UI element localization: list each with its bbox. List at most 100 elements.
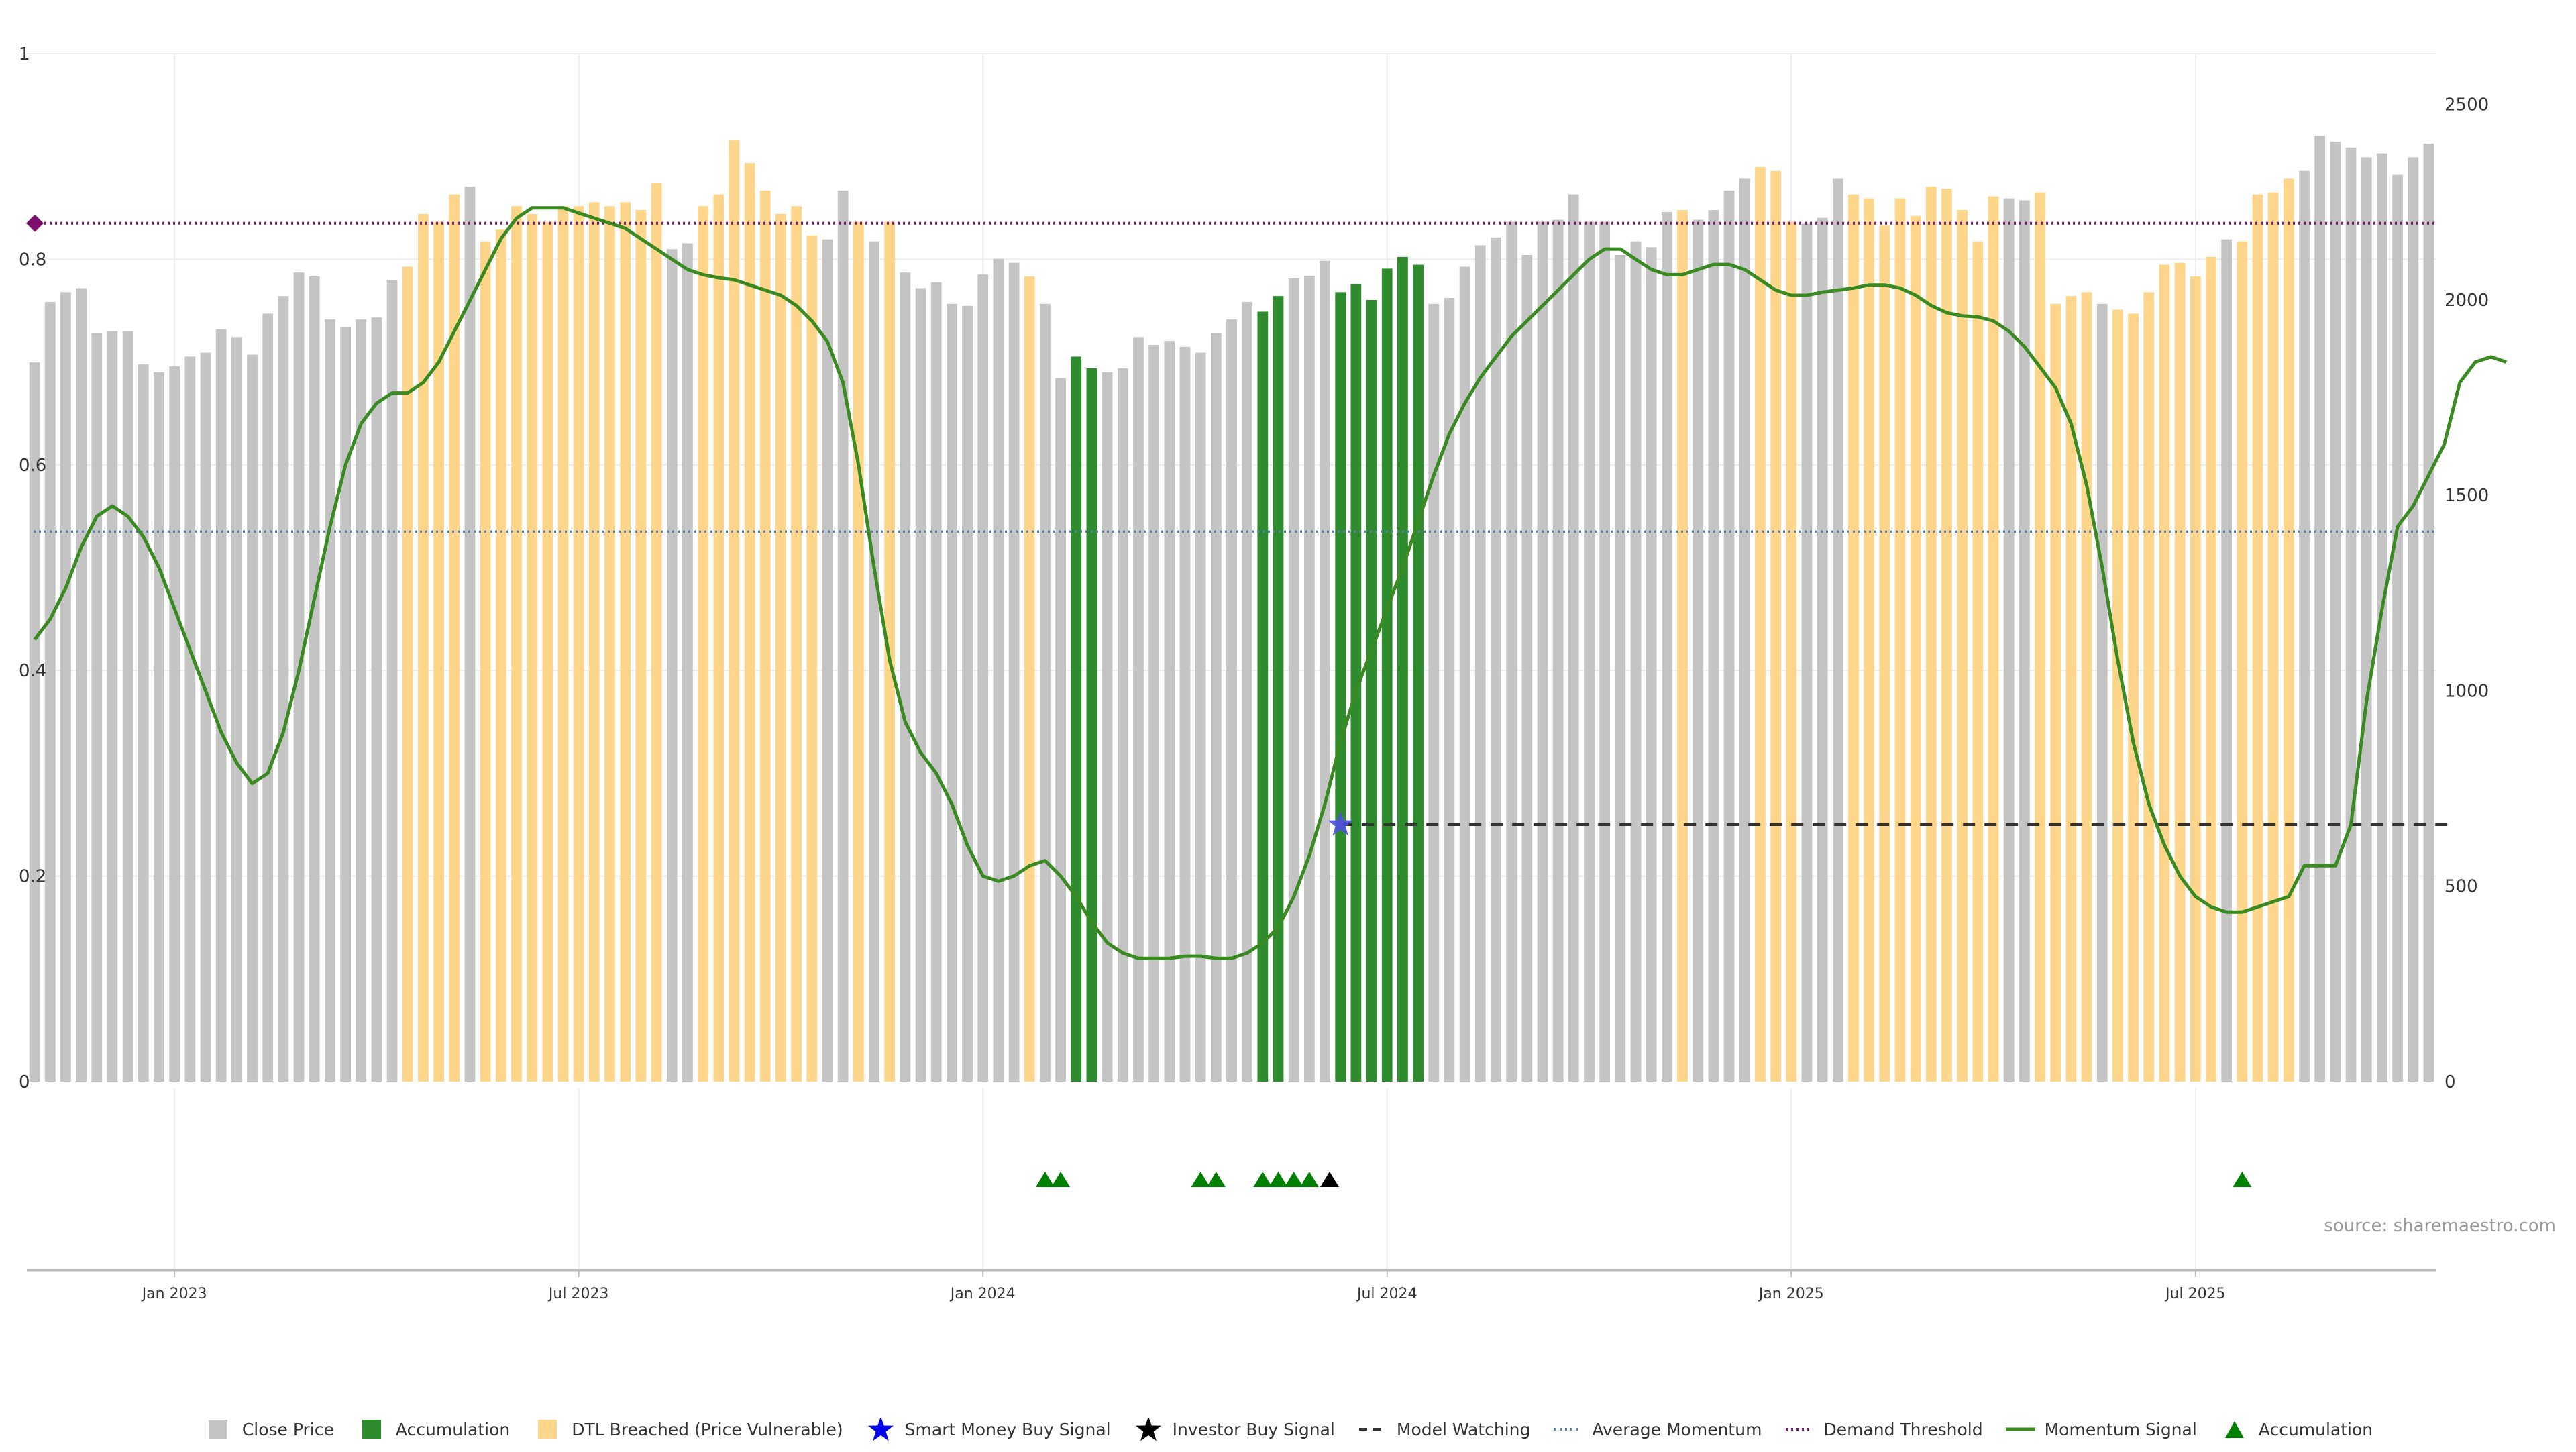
dtl-breached-bar: [1864, 198, 1875, 1082]
close-price-bar: [340, 327, 351, 1082]
close-price-bar: [1491, 237, 1501, 1082]
close-price-bar: [869, 241, 879, 1082]
dtl-breached-bar: [2190, 276, 2201, 1082]
close-price-bar: [2096, 303, 2108, 1082]
x-tick-label: Jul 2025: [2164, 1286, 2226, 1302]
accumulation-marker: [1191, 1172, 1210, 1187]
close-price-bar: [666, 249, 678, 1082]
price-bars: [29, 136, 2434, 1082]
dtl-breached-bar: [2283, 178, 2294, 1082]
dtl-breached-bar: [449, 194, 460, 1082]
accumulation-marker: [1284, 1172, 1303, 1187]
close-price-bar: [2392, 174, 2403, 1082]
dtl-breached-bar: [2112, 309, 2123, 1082]
close-price-bar: [946, 303, 957, 1082]
close-price-bar: [2221, 239, 2233, 1082]
demand-threshold-marker: [26, 214, 44, 232]
accumulation-bar: [1257, 311, 1269, 1082]
close-price-bar: [371, 317, 382, 1082]
dtl-breached-bar: [480, 241, 491, 1082]
legend-label: Momentum Signal: [2044, 1419, 2197, 1439]
dtl-breached-bar: [2159, 264, 2170, 1082]
right-tick-label: 0: [2445, 1072, 2456, 1092]
close-price-bar: [60, 292, 71, 1082]
close-price-bar: [2314, 136, 2326, 1082]
dtl-breached-bar: [2143, 292, 2155, 1082]
close-price-bar: [1179, 346, 1191, 1082]
close-price-bar: [262, 313, 274, 1082]
close-price-bar: [977, 274, 989, 1082]
signal-markers: [1035, 811, 2252, 1187]
close-price-bar: [356, 319, 367, 1082]
dtl-breached-bar: [2065, 296, 2077, 1082]
legend-label: Demand Threshold: [1823, 1419, 1983, 1439]
legend-swatch: [208, 1420, 227, 1439]
legend-symbol-triangle: [2224, 1421, 2244, 1438]
dtl-breached-bar: [1972, 241, 1984, 1082]
close-price-bar: [1708, 210, 1719, 1082]
close-price-bar: [1521, 254, 1533, 1082]
accumulation-marker: [1206, 1172, 1226, 1187]
dtl-breached-bar: [557, 206, 569, 1082]
legend-item-model-watching: Model Watching: [1358, 1418, 1530, 1441]
close-price-bar: [138, 364, 149, 1082]
close-price-bar: [2330, 142, 2341, 1082]
accumulation-bar: [1350, 284, 1362, 1082]
close-price-bar: [231, 337, 242, 1082]
dtl-breached-bar: [775, 213, 786, 1082]
close-price-bar: [91, 333, 103, 1082]
accumulation-bar: [1366, 299, 1377, 1082]
close-price-bar: [837, 190, 849, 1082]
close-price-bar: [962, 305, 973, 1082]
legend-label: DTL Breached (Price Vulnerable): [572, 1419, 843, 1439]
close-price-bar: [2299, 170, 2310, 1082]
close-price-bar: [1226, 319, 1237, 1082]
dtl-breached-bar: [1879, 225, 1890, 1082]
dtl-breached-bar: [2174, 262, 2186, 1082]
dtl-breached-bar: [527, 213, 538, 1082]
close-price-bar: [1055, 378, 1066, 1082]
legend-item-avg-momentum: Average Momentum: [1553, 1418, 1762, 1441]
dtl-breached-bar: [698, 206, 708, 1082]
close-price-bar: [1303, 276, 1315, 1082]
dtl-breached-bar: [1941, 188, 1952, 1082]
close-price-bar: [1801, 223, 1813, 1082]
right-tick-label: 2500: [2445, 95, 2489, 115]
dtl-breached-bar: [604, 206, 615, 1082]
close-price-bar: [2423, 143, 2434, 1082]
dtl-breached-bar: [2035, 192, 2045, 1082]
close-price-bar: [1537, 221, 1548, 1082]
dtl-breached-bar: [713, 194, 724, 1082]
accumulation-bar: [1335, 292, 1346, 1082]
close-price-bar: [993, 258, 1004, 1082]
close-price-bar: [1584, 221, 1595, 1082]
close-price-bar: [1817, 217, 1828, 1082]
accumulation-marker: [1051, 1172, 1071, 1187]
legend-label: Accumulation: [2258, 1419, 2373, 1439]
x-tick-label: Jan 2024: [949, 1286, 1016, 1302]
accumulation-bar: [1273, 296, 1284, 1082]
close-price-bar: [1444, 298, 1455, 1082]
close-price-bar: [1040, 303, 1051, 1082]
legend-star: [867, 1418, 894, 1441]
dtl-breached-bar: [1894, 198, 1906, 1082]
close-price-bar: [1832, 178, 1843, 1082]
close-price-bar: [682, 243, 693, 1082]
close-price-bar: [1210, 333, 1222, 1082]
legend-star: [1135, 1418, 1161, 1441]
legend-symbol-square: [538, 1420, 557, 1439]
dtl-breached-bar: [635, 210, 647, 1082]
dtl-breached-bar: [402, 266, 413, 1082]
legend-label: Accumulation: [395, 1419, 511, 1439]
close-price-bar: [184, 356, 196, 1082]
accumulation-marker: [1269, 1172, 1288, 1187]
legend-swatch: [362, 1420, 381, 1439]
dtl-breached-bar: [1786, 221, 1797, 1082]
dtl-breached-bar: [853, 221, 864, 1082]
close-price-bar: [247, 354, 258, 1082]
left-tick-label: 0.8: [19, 250, 46, 270]
legend-symbol-dash: [1358, 1428, 1386, 1431]
close-price-bar: [29, 362, 40, 1082]
axes: 0 0.2 0.4 0.6 0.8 1 0 500 1000 1500 2000 2500 Jan 20…: [19, 44, 2489, 1302]
